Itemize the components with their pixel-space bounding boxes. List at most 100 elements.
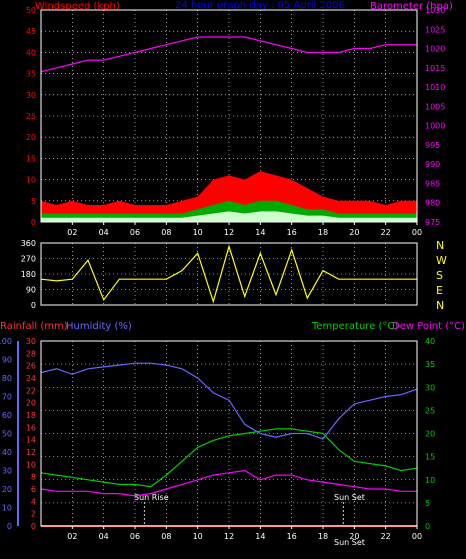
baro-tick-label: 975: [425, 218, 440, 227]
temp-x-tick-label: 14: [255, 532, 265, 541]
temp-tick-label: 5: [425, 499, 430, 508]
rain-tick-label: 24: [26, 374, 36, 383]
wind-x-tick-label: 10: [193, 228, 203, 237]
wind-tick-label: 50: [26, 6, 36, 15]
wind-gust-area: [41, 171, 417, 222]
rain-tick-label: 30: [26, 337, 36, 346]
wind-tick-label: 35: [26, 70, 36, 79]
temp-tick-label: 15: [425, 453, 435, 462]
rain-tick-label: 16: [26, 423, 36, 432]
rain-tick-label: 20: [26, 399, 36, 408]
temp-x-tick-label: 22: [381, 532, 391, 541]
wind-x-tick-label: 16: [287, 228, 297, 237]
rain-tick-label: 12: [26, 448, 36, 457]
rain-tick-label: 2: [31, 510, 36, 519]
wind-tick-label: 5: [31, 197, 36, 206]
temp-tick-label: 0: [425, 522, 430, 531]
baro-tick-label: 995: [425, 141, 440, 150]
rain-tick-label: 6: [31, 485, 36, 494]
temp-x-tick-label: 10: [193, 532, 203, 541]
humidity-tick-label: 30: [2, 467, 12, 476]
rain-tick-label: 26: [26, 362, 36, 371]
baro-tick-label: 1005: [425, 102, 445, 111]
wind-x-tick-label: 20: [349, 228, 359, 237]
humidity-tick-label: 40: [2, 448, 12, 457]
sunset-label: Sun Set: [334, 493, 365, 502]
humidity-axis-title: Humidity (%): [66, 321, 132, 332]
wind-x-tick-label: 12: [224, 228, 234, 237]
temp-x-tick-label: 08: [161, 532, 171, 541]
temp-x-tick-label: 02: [67, 532, 77, 541]
plot-layer: 0510152025303540455097598098599099510001…: [0, 6, 445, 541]
humidity-tick-label: 0: [7, 522, 12, 531]
direction-label: S: [436, 269, 443, 282]
dir-tick-label: 90: [26, 286, 36, 295]
direction-label: N: [436, 239, 444, 252]
wind-tick-label: 30: [26, 91, 36, 100]
rain-tick-label: 4: [31, 497, 36, 506]
humidity-tick-label: 20: [2, 485, 12, 494]
wind-tick-label: 10: [26, 176, 36, 185]
temp-tick-label: 30: [425, 383, 435, 392]
sunset-bottom-label: Sun Set: [334, 538, 365, 547]
humidity-tick-label: 80: [2, 374, 12, 383]
rain-tick-label: 10: [26, 460, 36, 469]
wind-x-tick-label: 06: [130, 228, 140, 237]
direction-label: N: [436, 299, 444, 312]
rainfall-axis-title: Rainfall (mm): [0, 321, 68, 332]
humidity-tick-label: 10: [2, 504, 12, 513]
wind-direction-line: [40, 244, 417, 304]
barometer-axis-title: Barometer (hpa): [370, 1, 453, 12]
dir-tick-label: 270: [21, 255, 36, 264]
rain-tick-label: 28: [26, 349, 36, 358]
direction-label: W: [436, 254, 447, 267]
rain-tick-label: 0: [31, 522, 36, 531]
wind-tick-label: 45: [26, 27, 36, 36]
temp-tick-label: 35: [425, 360, 435, 369]
dir-tick-label: 0: [31, 301, 36, 310]
temp-x-tick-label: 04: [99, 532, 109, 541]
baro-tick-label: 1030: [425, 6, 445, 15]
wind-x-tick-label: 00: [412, 228, 422, 237]
temp-tick-label: 25: [425, 406, 435, 415]
humidity-tick-label: 90: [2, 356, 12, 365]
wind-x-tick-label: 14: [255, 228, 265, 237]
windspeed-axis-title: Windspeed (kph): [35, 1, 120, 12]
baro-tick-label: 1010: [425, 83, 445, 92]
temp-tick-label: 40: [425, 337, 435, 346]
baro-tick-label: 1015: [425, 64, 445, 73]
baro-tick-label: 1000: [425, 122, 445, 131]
dewpoint-line: [40, 469, 417, 497]
direction-label: E: [436, 284, 443, 297]
baro-tick-label: 985: [425, 179, 440, 188]
wind-x-tick-label: 02: [67, 228, 77, 237]
rain-tick-label: 18: [26, 411, 36, 420]
humidity-tick-label: 60: [2, 411, 12, 420]
barometer-line: [40, 36, 417, 73]
baro-tick-label: 1020: [425, 45, 445, 54]
temperature-line: [40, 428, 418, 488]
baro-tick-label: 980: [425, 199, 440, 208]
temp-tick-label: 20: [425, 430, 435, 439]
sunrise-label: Sun Rise: [134, 493, 169, 502]
dir-panel-frame: [40, 242, 418, 306]
wind-low-area: [41, 211, 417, 222]
baro-tick-label: 990: [425, 160, 440, 169]
wind-tick-label: 40: [26, 48, 36, 57]
temp-x-tick-label: 16: [287, 532, 297, 541]
wind-tick-label: 25: [26, 112, 36, 121]
humidity-tick-label: 50: [2, 430, 12, 439]
temp-x-tick-label: 06: [130, 532, 140, 541]
baro-tick-label: 1025: [425, 25, 445, 34]
dir-tick-label: 360: [21, 239, 36, 248]
temp-tick-label: 10: [425, 476, 435, 485]
chart-title: 24 hour graph day : 05 April 2006: [175, 0, 345, 11]
rain-tick-label: 8: [31, 473, 36, 482]
wind-tick-label: 0: [31, 218, 36, 227]
wind-tick-label: 15: [26, 154, 36, 163]
temp-x-tick-label: 00: [412, 532, 422, 541]
wind-x-tick-label: 04: [99, 228, 109, 237]
